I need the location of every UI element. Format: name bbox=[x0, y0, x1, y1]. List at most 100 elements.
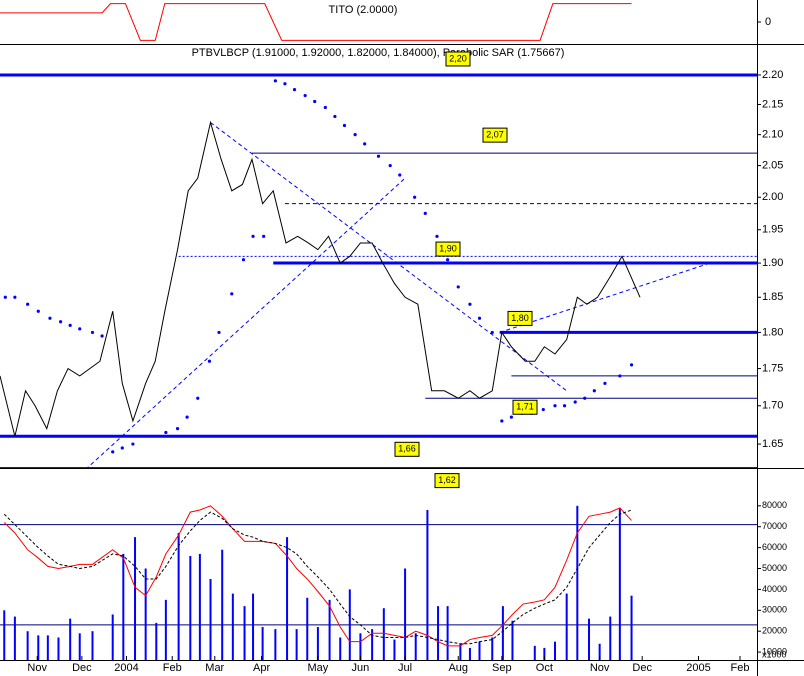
x-tick-label: May bbox=[308, 662, 329, 674]
sar-dot bbox=[13, 295, 17, 299]
volume-bar bbox=[91, 631, 94, 660]
sar-dot bbox=[164, 430, 168, 435]
volume-bar bbox=[286, 537, 289, 660]
volume-bar bbox=[328, 599, 331, 660]
volume-bar bbox=[274, 629, 277, 660]
volume-bar bbox=[491, 637, 494, 660]
sar-dot bbox=[273, 79, 277, 83]
trend-line bbox=[499, 262, 711, 333]
sar-dot bbox=[78, 327, 82, 331]
level-label: 2,07 bbox=[486, 129, 504, 139]
level-label: 1,62 bbox=[438, 475, 456, 485]
sar-dot bbox=[423, 211, 427, 215]
sar-dot bbox=[217, 330, 221, 335]
volume-bar bbox=[437, 606, 440, 660]
volume-bar bbox=[404, 568, 407, 660]
y-tick-label: 2.15 bbox=[762, 98, 783, 110]
volume-bar bbox=[221, 549, 224, 660]
sar-dot bbox=[592, 389, 596, 393]
volume-bar bbox=[371, 629, 374, 660]
x-tick-label: Dec bbox=[72, 662, 92, 674]
sar-dot bbox=[553, 404, 557, 408]
sar-dot bbox=[468, 302, 472, 306]
level-label: 1,66 bbox=[398, 444, 416, 454]
labels: PTBVLBCP (1.91000, 1.92000, 1.82000, 1.8… bbox=[192, 47, 565, 489]
volume-bar bbox=[618, 507, 621, 660]
y-tick-label: 1.65 bbox=[762, 438, 783, 450]
volume-bar bbox=[295, 629, 298, 660]
volume-bar bbox=[69, 618, 72, 660]
sar-dot bbox=[36, 309, 40, 313]
level-label-box bbox=[512, 399, 538, 415]
sar-dot bbox=[26, 302, 30, 306]
trend-line bbox=[210, 122, 567, 392]
x-tick-label: Oct bbox=[536, 662, 553, 674]
volume-bar bbox=[189, 555, 192, 660]
sar-dot bbox=[120, 446, 124, 450]
sar-dot bbox=[435, 234, 439, 238]
y-tick-label: 80000 bbox=[762, 500, 787, 510]
series-line bbox=[0, 120, 641, 437]
sar-dot bbox=[562, 404, 567, 408]
volume-bar bbox=[134, 537, 137, 660]
level-label-box bbox=[482, 127, 508, 143]
sar-dot bbox=[323, 105, 327, 110]
volume-bar bbox=[393, 639, 396, 660]
sar-dot bbox=[185, 415, 189, 419]
labels: TITO (2.0000) bbox=[329, 4, 398, 16]
sar-dot bbox=[241, 258, 246, 262]
volume-bar bbox=[111, 614, 114, 660]
sar-dot bbox=[100, 334, 104, 338]
panel-title: PTBVLBCP (1.91000, 1.92000, 1.82000, 1.8… bbox=[192, 47, 565, 59]
panel bbox=[0, 73, 757, 468]
y-tick-label: 30000 bbox=[762, 605, 787, 615]
sar-dot bbox=[376, 154, 381, 158]
volume-bar bbox=[382, 608, 385, 660]
sar-dot bbox=[629, 363, 634, 367]
volume-bar bbox=[198, 553, 201, 660]
volume-bar bbox=[348, 589, 351, 660]
volume-bar bbox=[37, 635, 40, 660]
x-tick-label: 2004 bbox=[114, 662, 138, 674]
level-label: 2,20 bbox=[449, 53, 467, 63]
sar-dot bbox=[283, 82, 287, 86]
volume-bar bbox=[57, 637, 60, 660]
volume-bar bbox=[252, 593, 255, 660]
sar-dot bbox=[583, 396, 587, 400]
sar-dot bbox=[413, 195, 417, 199]
volume-bar bbox=[459, 643, 462, 660]
volume-bar bbox=[26, 631, 29, 660]
sar-dot bbox=[111, 450, 115, 454]
sar-dot bbox=[398, 173, 402, 177]
y-tick-label: 1.75 bbox=[762, 362, 783, 374]
sar-dot bbox=[292, 88, 297, 92]
y-tick-label: 70000 bbox=[762, 521, 787, 531]
sar-dot bbox=[230, 292, 234, 296]
volume-bar bbox=[533, 645, 536, 660]
y-tick-label: 10000 bbox=[762, 646, 787, 656]
sar-dot bbox=[456, 285, 460, 289]
y-tick-label: 60000 bbox=[762, 542, 787, 552]
volume-bar bbox=[501, 606, 504, 660]
level-label: 1,90 bbox=[439, 243, 457, 253]
sar-dot bbox=[490, 330, 494, 335]
volume-bar bbox=[598, 643, 601, 660]
volume-bar bbox=[576, 505, 579, 660]
volume-bar bbox=[306, 597, 309, 660]
level-label-box bbox=[394, 441, 420, 457]
sar-dot bbox=[446, 258, 450, 262]
volume-bar bbox=[46, 635, 49, 660]
sar-dot bbox=[3, 295, 7, 299]
sar-dot bbox=[207, 359, 212, 363]
x-tick-label: Aug bbox=[448, 662, 468, 674]
volume-bar bbox=[155, 622, 158, 660]
volume-bar bbox=[630, 595, 633, 660]
sar-dot bbox=[68, 323, 72, 327]
y-tick-label: 1.70 bbox=[762, 400, 783, 412]
x-tick-label: Jun bbox=[352, 662, 370, 674]
panel-title: TITO (2.0000) bbox=[329, 4, 398, 16]
volume-bar bbox=[144, 568, 147, 660]
x-tick-label: Jul bbox=[398, 662, 412, 674]
